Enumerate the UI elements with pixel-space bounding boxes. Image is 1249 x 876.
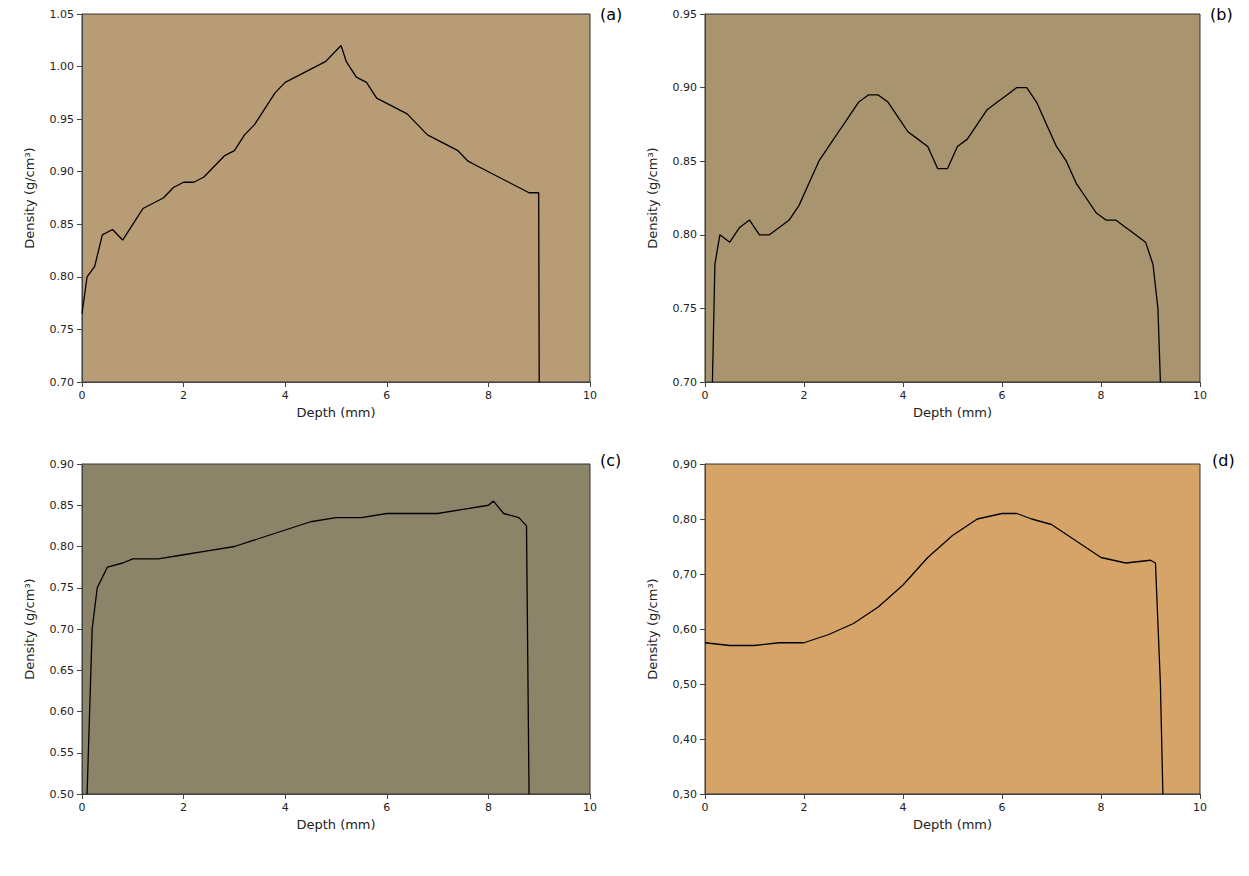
svg-text:Depth (mm): Depth (mm) bbox=[296, 817, 375, 832]
svg-text:4: 4 bbox=[900, 389, 907, 402]
svg-text:10: 10 bbox=[583, 801, 597, 814]
svg-text:0: 0 bbox=[79, 389, 86, 402]
svg-text:0.95: 0.95 bbox=[50, 113, 75, 126]
svg-text:6: 6 bbox=[383, 801, 390, 814]
svg-text:(a): (a) bbox=[600, 5, 622, 24]
svg-text:1.00: 1.00 bbox=[50, 60, 75, 73]
svg-text:Depth (mm): Depth (mm) bbox=[296, 405, 375, 420]
svg-text:(b): (b) bbox=[1210, 5, 1233, 24]
svg-text:8: 8 bbox=[1098, 389, 1105, 402]
svg-text:0.55: 0.55 bbox=[50, 746, 75, 759]
svg-text:Density (g/cm³): Density (g/cm³) bbox=[22, 147, 37, 248]
svg-text:1.05: 1.05 bbox=[50, 8, 75, 21]
svg-text:0.70: 0.70 bbox=[50, 376, 75, 389]
svg-text:Depth (mm): Depth (mm) bbox=[913, 405, 992, 420]
svg-text:0,80: 0,80 bbox=[673, 513, 698, 526]
svg-text:0.90: 0.90 bbox=[673, 81, 698, 94]
svg-text:0,50: 0,50 bbox=[673, 678, 698, 691]
svg-text:Density (g/cm³): Density (g/cm³) bbox=[645, 147, 660, 248]
svg-text:4: 4 bbox=[282, 801, 289, 814]
svg-text:4: 4 bbox=[282, 389, 289, 402]
svg-text:2: 2 bbox=[180, 801, 187, 814]
svg-text:0.80: 0.80 bbox=[673, 228, 698, 241]
svg-text:6: 6 bbox=[999, 389, 1006, 402]
svg-text:0.70: 0.70 bbox=[50, 623, 75, 636]
svg-text:10: 10 bbox=[1193, 801, 1207, 814]
svg-text:0.80: 0.80 bbox=[50, 270, 75, 283]
svg-text:0,30: 0,30 bbox=[673, 788, 698, 801]
svg-text:0.80: 0.80 bbox=[50, 540, 75, 553]
svg-text:Depth (mm): Depth (mm) bbox=[913, 817, 992, 832]
svg-text:4: 4 bbox=[900, 801, 907, 814]
svg-text:(d): (d) bbox=[1212, 451, 1235, 470]
svg-text:0.70: 0.70 bbox=[673, 376, 698, 389]
svg-text:10: 10 bbox=[583, 389, 597, 402]
svg-text:2: 2 bbox=[801, 801, 808, 814]
svg-text:0,70: 0,70 bbox=[673, 568, 698, 581]
svg-text:0: 0 bbox=[79, 801, 86, 814]
svg-text:0.95: 0.95 bbox=[673, 8, 698, 21]
svg-text:8: 8 bbox=[485, 389, 492, 402]
svg-text:0.90: 0.90 bbox=[50, 165, 75, 178]
svg-text:0,40: 0,40 bbox=[673, 733, 698, 746]
svg-text:0.75: 0.75 bbox=[50, 581, 75, 594]
svg-text:0: 0 bbox=[702, 801, 709, 814]
svg-text:2: 2 bbox=[180, 389, 187, 402]
svg-text:0.60: 0.60 bbox=[50, 705, 75, 718]
svg-text:Density (g/cm³): Density (g/cm³) bbox=[645, 578, 660, 679]
svg-text:Density (g/cm³): Density (g/cm³) bbox=[22, 578, 37, 679]
svg-text:6: 6 bbox=[383, 389, 390, 402]
svg-text:0.75: 0.75 bbox=[673, 302, 698, 315]
svg-text:0.90: 0.90 bbox=[50, 458, 75, 471]
svg-text:0.65: 0.65 bbox=[50, 664, 75, 677]
svg-text:0.85: 0.85 bbox=[50, 218, 75, 231]
svg-text:8: 8 bbox=[1098, 801, 1105, 814]
svg-text:0: 0 bbox=[702, 389, 709, 402]
svg-text:0.85: 0.85 bbox=[673, 155, 698, 168]
svg-text:6: 6 bbox=[999, 801, 1006, 814]
svg-text:0,90: 0,90 bbox=[673, 458, 698, 471]
svg-text:8: 8 bbox=[485, 801, 492, 814]
svg-text:10: 10 bbox=[1193, 389, 1207, 402]
svg-text:0.50: 0.50 bbox=[50, 788, 75, 801]
svg-text:2: 2 bbox=[801, 389, 808, 402]
svg-text:0,60: 0,60 bbox=[673, 623, 698, 636]
svg-text:0.85: 0.85 bbox=[50, 499, 75, 512]
svg-text:(c): (c) bbox=[600, 451, 621, 470]
svg-text:0.75: 0.75 bbox=[50, 323, 75, 336]
